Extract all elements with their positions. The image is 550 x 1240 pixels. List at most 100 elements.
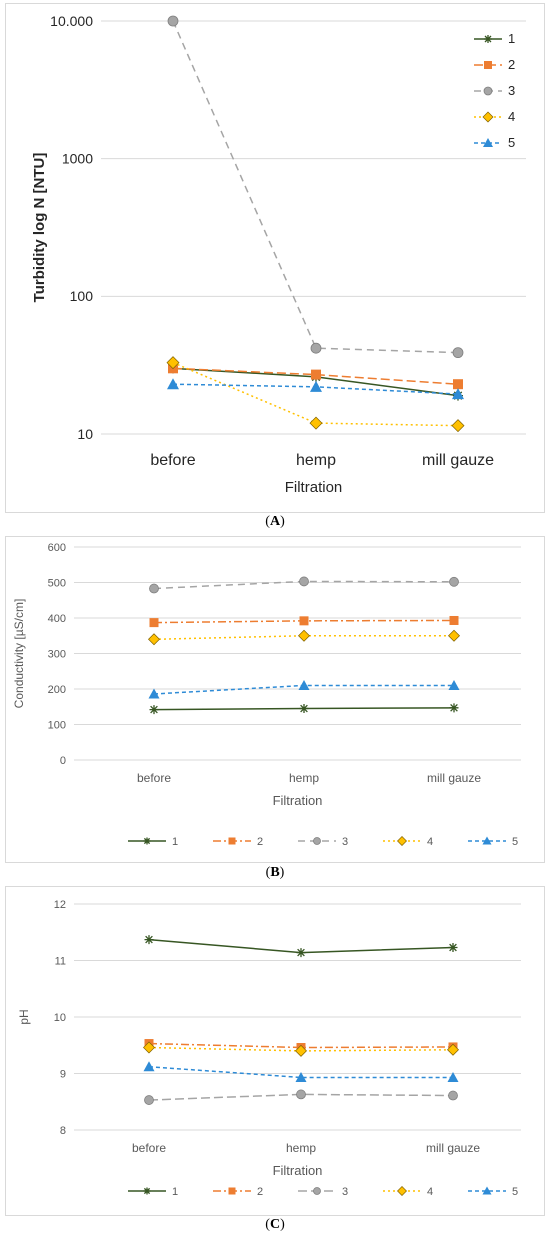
- legend-label: 3: [508, 83, 515, 98]
- legend-marker: [397, 1186, 407, 1196]
- legend-marker: [484, 35, 492, 43]
- data-point: [299, 704, 309, 714]
- chart-panel-c: 8 9 10 11 12 before hemp mill gauze Filtration pH…: [5, 886, 545, 1216]
- legend-marker: [228, 1187, 236, 1195]
- data-point: [449, 703, 459, 713]
- legend-marker: [313, 837, 321, 845]
- x-tick-label: before: [137, 771, 171, 785]
- legend-label: 2: [257, 1186, 263, 1198]
- y-tick-label: 10: [77, 426, 93, 442]
- series-line-4: [148, 1046, 454, 1052]
- series-1: [149, 703, 459, 715]
- y-axis-title: pH: [17, 1009, 31, 1024]
- chart-panel-b: 0 100 200 300 400 500 600 before hemp mill gauze F…: [5, 536, 545, 863]
- data-point: [167, 378, 179, 390]
- legend-label: 5: [512, 836, 518, 848]
- series-1: [144, 935, 458, 958]
- legend-label: 1: [172, 1186, 178, 1198]
- series-line-3: [148, 1093, 454, 1101]
- x-tick-label: mill gauze: [422, 452, 494, 469]
- legend-marker: [483, 86, 493, 96]
- data-point: [311, 369, 321, 380]
- gridlines: [74, 903, 521, 1131]
- y-tick-label: 400: [48, 613, 66, 625]
- caption-b: (B): [265, 865, 285, 880]
- x-tick-label: hemp: [296, 452, 336, 469]
- data-point: [149, 618, 159, 628]
- legend-label: 4: [427, 836, 433, 848]
- data-point: [453, 379, 463, 390]
- legend-label: 2: [508, 57, 515, 72]
- series-3: [149, 576, 459, 594]
- y-tick-label: 100: [48, 719, 66, 731]
- legend-marker: [482, 836, 492, 845]
- legend-label: 3: [342, 1186, 348, 1198]
- legend-marker: [483, 138, 493, 147]
- series-2: [149, 615, 459, 628]
- y-tick-label: 100: [70, 288, 94, 304]
- legend-label: 2: [257, 836, 263, 848]
- legend-label: 5: [508, 135, 515, 150]
- data-point: [452, 388, 464, 400]
- series-5: [143, 1061, 459, 1082]
- y-tick-label: 11: [55, 955, 66, 967]
- data-point: [148, 633, 160, 646]
- series-3: [167, 15, 464, 359]
- legend-label: 4: [508, 109, 515, 124]
- data-point: [295, 1044, 307, 1057]
- y-tick-label: 9: [60, 1068, 66, 1080]
- x-axis-title: Filtration: [273, 1163, 323, 1178]
- y-tick-label: 10: [54, 1012, 66, 1024]
- y-tick-label: 10.000: [50, 13, 93, 29]
- data-point: [448, 1090, 458, 1101]
- data-point: [448, 679, 460, 690]
- gridlines: [74, 546, 521, 761]
- data-point: [167, 15, 179, 27]
- data-point: [447, 1071, 459, 1082]
- legend-label: 5: [512, 1186, 518, 1198]
- data-point: [143, 1041, 155, 1054]
- y-tick-label: 0: [60, 755, 66, 767]
- x-tick-label: hemp: [289, 771, 319, 785]
- data-point: [447, 1043, 459, 1056]
- data-point: [149, 705, 159, 715]
- legend: [128, 836, 506, 846]
- legend-marker: [484, 61, 492, 69]
- data-point: [310, 342, 322, 354]
- y-axis-title: Turbidity log N [NTU]: [31, 153, 48, 303]
- y-tick-label: 12: [54, 899, 66, 911]
- legend-label: 4: [427, 1186, 433, 1198]
- series-line-2: [148, 1042, 454, 1049]
- x-tick-label: hemp: [286, 1141, 316, 1155]
- turbidity-chart: 10 100 1000 10.000 before hemp mill gauze Filtr…: [31, 13, 526, 496]
- legend-marker: [482, 1186, 492, 1195]
- conductivity-chart: 0 100 200 300 400 500 600 before hemp mill gauze F…: [12, 542, 521, 848]
- data-point: [148, 688, 160, 699]
- legend: [128, 1186, 506, 1196]
- y-tick-label: 200: [48, 684, 66, 696]
- series-line-3: [172, 20, 459, 354]
- x-tick-label: before: [150, 452, 195, 469]
- data-point: [166, 356, 180, 370]
- data-point: [144, 935, 154, 945]
- x-tick-label: mill gauze: [427, 771, 481, 785]
- y-tick-label: 600: [48, 542, 66, 554]
- series-4: [143, 1041, 459, 1057]
- y-tick-label: 8: [60, 1125, 66, 1137]
- data-point: [296, 948, 306, 958]
- data-point: [299, 576, 309, 587]
- legend-label: 3: [342, 836, 348, 848]
- series-5: [148, 679, 460, 699]
- y-axis-title: Conductivity [µS/cm]: [12, 599, 26, 709]
- legend-marker: [397, 836, 407, 846]
- y-tick-label: 500: [48, 577, 66, 589]
- data-point: [149, 583, 159, 594]
- data-point: [295, 1071, 307, 1082]
- data-point: [452, 347, 464, 359]
- x-axis-title: Filtration: [273, 793, 323, 808]
- data-point: [309, 416, 323, 430]
- data-point: [451, 419, 465, 433]
- data-point: [143, 1061, 155, 1072]
- chart-panel-a: 10 100 1000 10.000 before hemp mill gauze Filtr…: [5, 3, 545, 513]
- data-point: [449, 615, 459, 625]
